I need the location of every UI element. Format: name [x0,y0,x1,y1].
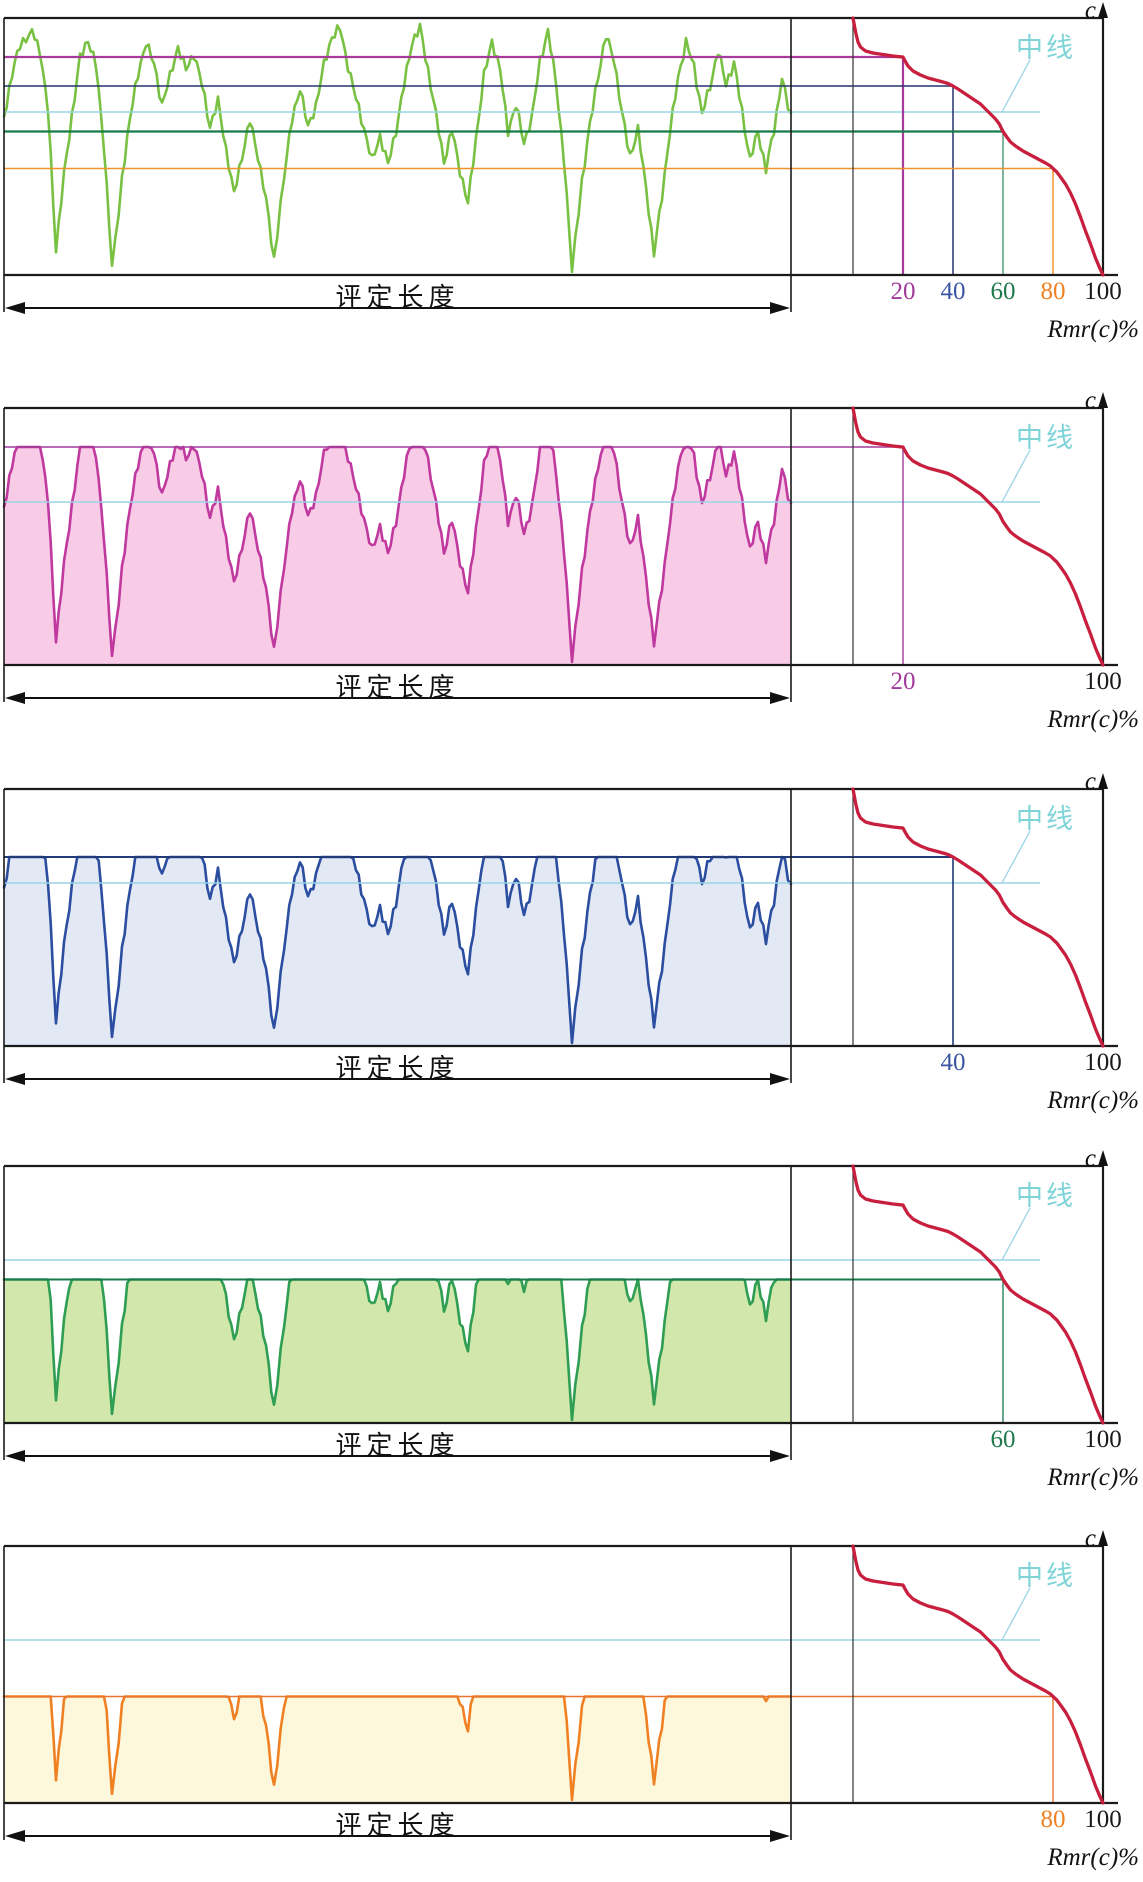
tick-label-20: 20 [890,668,916,695]
c-axis-label: c [1084,387,1096,414]
evaluation-length-label: 评定长度 [335,283,460,313]
tick-label-20: 20 [890,278,916,305]
panel-canvas [2,1150,1118,1462]
rmr-axis-label: Rmr(c)% [1047,1087,1139,1114]
tick-label-80: 80 [1040,1806,1066,1833]
c-axis-label: c [1084,1525,1096,1552]
centerline-label: 中线 [1016,804,1076,835]
panel-5-cut-80: c 中线 评定长度 80 100 Rmr(c)% [0,1525,1143,1882]
tick-label-100: 100 [1084,1049,1122,1076]
c-axis-label: c [1084,768,1096,795]
panel-2-cut-20: c 中线 评定长度 20 100 Rmr(c)% [0,387,1143,762]
tick-label-40: 40 [940,278,966,305]
centerline-label: 中线 [1016,1181,1076,1212]
panel-canvas [2,1530,1118,1842]
centerline-label: 中线 [1016,423,1076,454]
evaluation-length-label: 评定长度 [335,673,460,703]
panel-3-cut-40: c 中线 评定长度 40 100 Rmr(c)% [0,768,1143,1143]
panel-canvas [2,773,1118,1085]
c-axis-label: c [1084,0,1096,24]
tick-label-100: 100 [1084,278,1122,305]
tick-label-100: 100 [1084,1426,1122,1453]
c-axis-label: c [1084,1145,1096,1172]
panel-canvas [2,2,1118,314]
rmr-axis-label: Rmr(c)% [1047,1844,1139,1871]
tick-label-80: 80 [1040,278,1066,305]
evaluation-length-label: 评定长度 [335,1811,460,1841]
tick-label-60: 60 [990,1426,1016,1453]
evaluation-length-label: 评定长度 [335,1054,460,1084]
tick-label-100: 100 [1084,1806,1122,1833]
centerline-label: 中线 [1016,33,1076,64]
rmr-axis-label: Rmr(c)% [1047,316,1139,343]
panel-canvas [2,392,1118,704]
evaluation-length-label: 评定长度 [335,1431,460,1461]
panel-1-full-profile: c 中线 评定长度 20 40 60 80 100 Rmr(c)% [0,0,1143,372]
tick-label-40: 40 [940,1049,966,1076]
rmr-axis-label: Rmr(c)% [1047,1464,1139,1491]
panel-4-cut-60: c 中线 评定长度 60 100 Rmr(c)% [0,1145,1143,1520]
centerline-label: 中线 [1016,1561,1076,1592]
tick-label-60: 60 [990,278,1016,305]
rmr-axis-label: Rmr(c)% [1047,706,1139,733]
tick-label-100: 100 [1084,668,1122,695]
